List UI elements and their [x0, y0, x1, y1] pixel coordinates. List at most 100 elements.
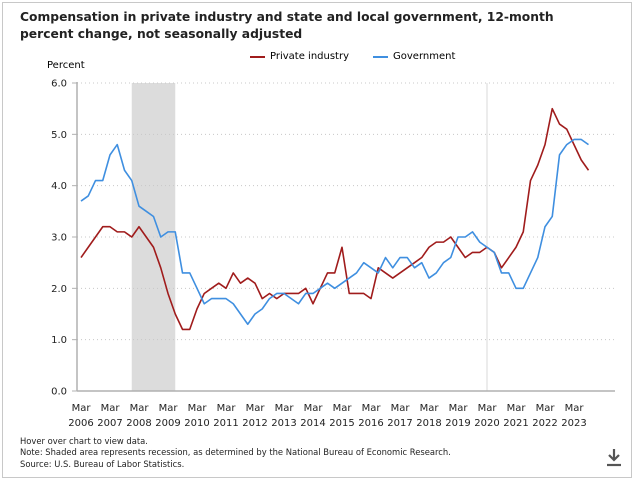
series-line-government — [80, 138, 589, 326]
data-point-government — [397, 255, 403, 261]
data-point-private-industry — [209, 285, 215, 291]
x-tick-label-year: 2018 — [416, 418, 441, 429]
x-tick-label-year: 2014 — [300, 418, 325, 429]
series-line-private-industry — [80, 107, 590, 331]
download-icon[interactable] — [604, 446, 624, 468]
y-tick-label: 0.0 — [51, 387, 67, 398]
data-point-government — [129, 178, 135, 184]
x-tick-label-year: 2007 — [97, 418, 122, 429]
data-point-private-industry — [448, 234, 454, 240]
data-point-private-industry — [245, 275, 251, 281]
legend-label-government: Government — [393, 51, 456, 62]
data-point-government — [404, 255, 410, 261]
data-point-government — [412, 265, 418, 271]
data-point-private-industry — [93, 234, 99, 240]
data-point-government — [419, 260, 425, 266]
x-tick-label-month: Mar — [130, 403, 150, 414]
x-tick-label-month: Mar — [101, 403, 121, 414]
hover-note: Hover over chart to view data. — [20, 436, 148, 446]
data-point-private-industry — [549, 106, 555, 112]
data-point-government — [201, 301, 207, 307]
data-point-government — [114, 142, 120, 148]
y-tick-label: 3.0 — [51, 233, 67, 244]
data-point-private-industry — [310, 301, 316, 307]
x-tick-label-year: 2023 — [561, 418, 586, 429]
x-tick-label-month: Mar — [420, 403, 440, 414]
chart-frame — [2, 2, 632, 478]
chart-title: Compensation in private industry and sta… — [20, 10, 554, 41]
x-tick-label-year: 2008 — [126, 418, 151, 429]
x-tick-label-month: Mar — [333, 403, 353, 414]
data-point-private-industry — [462, 255, 468, 261]
data-point-government — [267, 296, 273, 302]
data-point-private-industry — [535, 162, 541, 168]
y-tick-label: 2.0 — [51, 284, 67, 295]
data-point-private-industry — [470, 249, 476, 255]
data-point-government — [557, 152, 563, 158]
data-point-government — [375, 270, 381, 276]
data-point-private-industry — [586, 167, 592, 173]
data-point-government — [578, 136, 584, 142]
data-point-private-industry — [100, 224, 106, 230]
data-point-private-industry — [426, 244, 432, 250]
data-point-private-industry — [122, 229, 128, 235]
data-point-private-industry — [180, 326, 186, 332]
y-tick-label: 5.0 — [51, 130, 67, 141]
x-tick-label-month: Mar — [478, 403, 498, 414]
data-point-private-industry — [216, 280, 222, 286]
data-point-private-industry — [194, 306, 200, 312]
data-point-private-industry — [528, 178, 534, 184]
x-tick-label-year: 2017 — [387, 418, 412, 429]
data-point-private-industry — [223, 285, 229, 291]
data-point-private-industry — [339, 244, 345, 250]
legend-item-private-industry[interactable]: Private industry — [250, 51, 349, 62]
data-point-private-industry — [520, 229, 526, 235]
data-point-private-industry — [346, 290, 352, 296]
x-tick-label-month: Mar — [72, 403, 92, 414]
x-tick-label-year: 2016 — [358, 418, 383, 429]
data-point-government — [499, 270, 505, 276]
data-point-private-industry — [513, 244, 519, 250]
data-point-private-industry — [267, 290, 273, 296]
x-tick-label-year: 2013 — [271, 418, 296, 429]
data-point-government — [462, 234, 468, 240]
data-point-private-industry — [557, 121, 563, 127]
legend-swatch-private — [250, 55, 265, 58]
data-point-private-industry — [114, 229, 120, 235]
data-point-private-industry — [288, 290, 294, 296]
data-point-government — [93, 178, 99, 184]
legend: Private industry Government — [250, 51, 473, 62]
data-point-government — [151, 213, 157, 219]
data-point-government — [390, 265, 396, 271]
data-point-government — [448, 255, 454, 261]
data-point-government — [426, 275, 432, 281]
footnotes: Hover over chart to view data. Note: Sha… — [20, 436, 451, 470]
legend-item-government[interactable]: Government — [373, 51, 455, 62]
x-tick-label-month: Mar — [188, 403, 208, 414]
legend-swatch-government — [373, 55, 389, 58]
data-point-government — [310, 290, 316, 296]
source-note: Source: U.S. Bureau of Labor Statistics. — [20, 458, 185, 469]
x-tick-label-month: Mar — [275, 403, 295, 414]
data-point-private-industry — [383, 270, 389, 276]
y-tick-label: 4.0 — [51, 181, 67, 192]
data-point-government — [317, 285, 323, 291]
data-point-government — [346, 275, 352, 281]
data-point-private-industry — [85, 244, 91, 250]
x-tick-label-year: 2011 — [213, 418, 238, 429]
data-point-government — [288, 296, 294, 302]
data-point-government — [535, 255, 541, 261]
data-point-government — [158, 234, 164, 240]
data-point-government — [100, 178, 106, 184]
data-point-government — [368, 265, 374, 271]
data-point-private-industry — [361, 290, 367, 296]
x-tick-label-year: 2020 — [474, 418, 499, 429]
data-point-government — [549, 213, 555, 219]
data-point-government — [281, 290, 287, 296]
data-point-government — [441, 260, 447, 266]
data-point-government — [339, 280, 345, 286]
data-point-government — [107, 152, 113, 158]
data-point-government — [513, 285, 519, 291]
data-point-government — [136, 203, 142, 209]
